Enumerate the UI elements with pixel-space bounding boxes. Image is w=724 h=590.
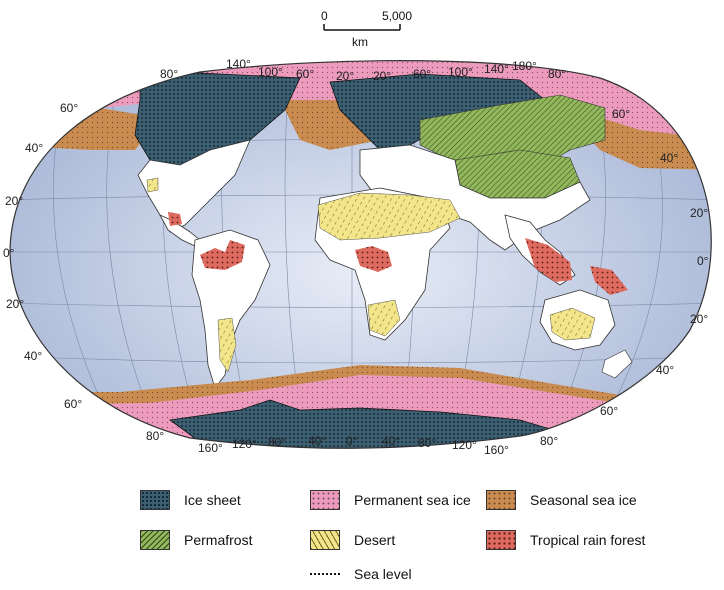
lat-label: 40° [24, 349, 42, 363]
lat-label: 40° [25, 141, 43, 155]
longitude-labels-bottom: 160° 120° 80° 40° 0° 40° 80° 120° 160° [198, 434, 509, 457]
lon-label: 180° [512, 59, 537, 73]
permanent-sea-ice-swatch [310, 490, 340, 510]
kalahari-desert [367, 299, 401, 337]
lon-label: 140° [226, 57, 251, 71]
lon-label: 20° [373, 69, 391, 83]
lon-label: 80° [418, 436, 436, 450]
world-map: 0 5,000 km [3, 9, 712, 457]
legend-item-tropical-rain-forest: Tropical rain forest [486, 530, 645, 550]
scale-unit: km [352, 35, 368, 49]
lon-label: 20° [336, 69, 354, 83]
lon-label: 100° [258, 65, 283, 79]
sahara-desert [317, 192, 461, 241]
legend-item-desert: Desert [310, 530, 395, 550]
lon-label: 40° [308, 434, 326, 448]
lat-label: 20° [690, 312, 708, 326]
lat-label: 80° [540, 434, 558, 448]
lat-label: 40° [656, 363, 674, 377]
legend-item-permanent-sea-ice: Permanent sea ice [310, 490, 471, 510]
lat-label: 0° [697, 254, 709, 268]
tropical-rain-forest-swatch [486, 530, 516, 550]
ice-sheet-swatch [140, 490, 170, 510]
lon-label: 140° [484, 62, 509, 76]
lat-label: 40° [660, 151, 678, 165]
lon-label: 60° [296, 67, 314, 81]
lat-label: 20° [690, 206, 708, 220]
lon-label: 80° [268, 435, 286, 449]
lat-label: 80° [160, 67, 178, 81]
legend-label: Tropical rain forest [530, 532, 646, 548]
sea-level-line [310, 573, 340, 575]
australia-desert [549, 307, 596, 341]
latitude-labels-left: 80° 60° 40° 20° 0° 20° 40° 60° 80° [3, 67, 178, 443]
permafrost-swatch [140, 530, 170, 550]
legend-item-sea-level: Sea level [310, 566, 412, 582]
lat-label: 60° [64, 397, 82, 411]
atacama-desert [146, 177, 159, 193]
latitude-labels-right: 80° 60° 40° 20° 0° 20° 40° 60° 80° [540, 67, 709, 448]
amazon-rain-forest [200, 240, 245, 270]
central-america-rain-forest [168, 212, 182, 226]
lat-label: 80° [146, 429, 164, 443]
globe-outline [9, 60, 712, 449]
lat-label: 20° [6, 297, 24, 311]
congo-rain-forest [355, 246, 392, 272]
new-guinea-rain-forest [590, 266, 628, 295]
legend-label: Sea level [354, 566, 412, 582]
southeast-asia-rain-forest [525, 238, 572, 282]
longitude-labels-top: 140° 100° 60° 20° 20° 60° 100° 140° 180° [226, 57, 537, 83]
lon-label: 100° [448, 65, 473, 79]
lat-label: 60° [60, 101, 78, 115]
antarctica-ice-sheet [168, 399, 562, 449]
lon-label: 160° [484, 443, 509, 457]
patagonia-desert [217, 317, 237, 373]
legend-label: Ice sheet [184, 492, 241, 508]
lat-label: 60° [600, 404, 618, 418]
north-america-land [137, 139, 251, 233]
legend-item-ice-sheet: Ice sheet [140, 490, 241, 510]
legend-label: Desert [354, 532, 396, 548]
legend-label: Permafrost [184, 532, 253, 548]
legend-item-permafrost: Permafrost [140, 530, 252, 550]
lon-label: 120° [232, 437, 257, 451]
lat-label: 20° [5, 194, 23, 208]
scale-zero: 0 [321, 9, 328, 23]
lat-label: 60° [612, 107, 630, 121]
scale-bar: 0 5,000 km [321, 9, 412, 49]
lon-label: 120° [452, 438, 477, 452]
legend-label: Permanent sea ice [354, 492, 471, 508]
seasonal-sea-ice-swatch [486, 490, 516, 510]
lat-label: 80° [548, 67, 566, 81]
lon-label: 0° [346, 434, 358, 448]
legend-item-seasonal-sea-ice: Seasonal sea ice [486, 490, 637, 510]
legend-label: Seasonal sea ice [530, 492, 637, 508]
lon-label: 160° [198, 441, 223, 455]
lon-label: 60° [413, 67, 431, 81]
desert-swatch [310, 530, 340, 550]
lon-label: 40° [382, 434, 400, 448]
lat-label: 0° [3, 246, 15, 260]
scale-max: 5,000 [382, 9, 412, 23]
new-zealand-land [601, 349, 633, 379]
